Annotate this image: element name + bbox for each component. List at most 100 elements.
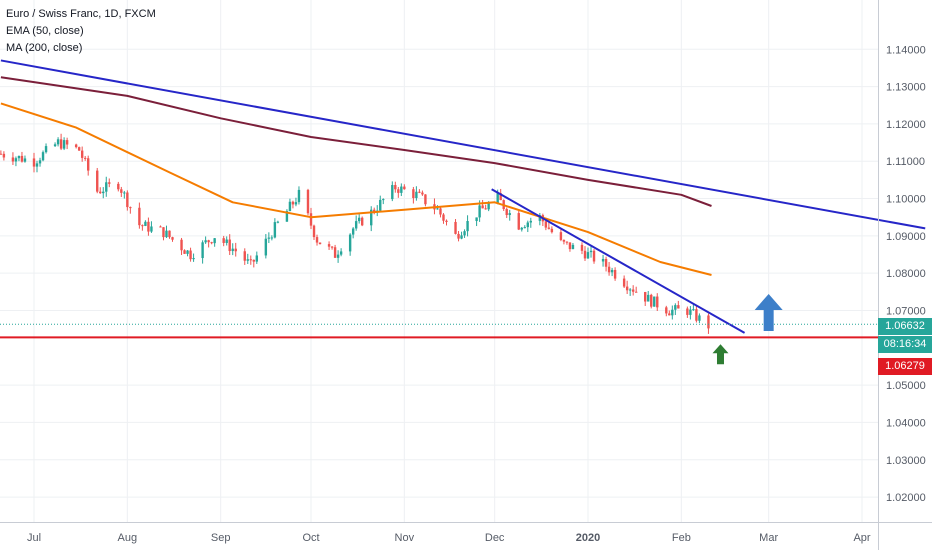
candle[interactable] (117, 181, 120, 192)
candle[interactable] (442, 213, 445, 224)
candle[interactable] (14, 156, 18, 167)
candle[interactable] (59, 133, 63, 151)
candle[interactable] (126, 190, 129, 211)
candle[interactable] (255, 251, 259, 264)
candle[interactable] (264, 234, 268, 259)
candle[interactable] (267, 232, 271, 244)
candle[interactable] (351, 227, 355, 239)
candle[interactable] (475, 217, 478, 227)
candle[interactable] (162, 227, 165, 241)
candle[interactable] (439, 207, 442, 218)
candle[interactable] (225, 236, 228, 246)
arrow-up-icon[interactable] (712, 344, 729, 365)
candle[interactable] (297, 186, 301, 205)
candle[interactable] (276, 220, 280, 224)
candle[interactable] (183, 249, 186, 254)
candle[interactable] (77, 146, 81, 151)
candle[interactable] (192, 253, 195, 262)
candle[interactable] (415, 186, 418, 201)
candle[interactable] (62, 137, 66, 151)
candle[interactable] (294, 197, 298, 207)
candle[interactable] (20, 151, 24, 163)
candle[interactable] (424, 194, 427, 207)
candle[interactable] (105, 176, 108, 197)
legend-symbol[interactable]: Euro / Swiss Franc, 1D, FXCM (6, 8, 156, 20)
candle[interactable] (391, 181, 394, 202)
candle[interactable] (201, 240, 204, 264)
candle[interactable] (523, 225, 526, 229)
candle[interactable] (589, 246, 593, 258)
legend-ema[interactable]: EMA (50, close) (6, 25, 84, 37)
candle[interactable] (171, 236, 174, 242)
candle[interactable] (628, 288, 632, 296)
candle[interactable] (330, 246, 334, 250)
candle[interactable] (53, 142, 57, 147)
candle[interactable] (397, 186, 400, 198)
candle[interactable] (228, 234, 231, 255)
candle[interactable] (370, 206, 373, 232)
candle[interactable] (222, 235, 225, 247)
candle[interactable] (538, 213, 542, 226)
candle[interactable] (668, 310, 671, 316)
candle[interactable] (686, 306, 689, 318)
candle[interactable] (38, 157, 42, 167)
candle[interactable] (454, 219, 457, 235)
candle[interactable] (631, 285, 635, 296)
legend-ma[interactable]: MA (200, close) (6, 42, 83, 54)
candle[interactable] (508, 209, 511, 221)
candle[interactable] (180, 237, 183, 255)
candle[interactable] (463, 229, 466, 238)
candle[interactable] (339, 248, 343, 257)
candle[interactable] (644, 291, 647, 306)
candle[interactable] (457, 231, 460, 242)
candle[interactable] (120, 186, 123, 197)
candle[interactable] (586, 247, 590, 259)
candle[interactable] (484, 204, 487, 210)
candle[interactable] (291, 200, 295, 209)
candle[interactable] (695, 305, 698, 323)
candle[interactable] (234, 242, 237, 257)
candle[interactable] (613, 267, 617, 281)
candle[interactable] (204, 236, 207, 244)
candle[interactable] (460, 231, 463, 240)
candle[interactable] (246, 253, 249, 264)
candle[interactable] (571, 242, 575, 250)
candle[interactable] (159, 225, 162, 228)
candle[interactable] (32, 152, 36, 173)
candle[interactable] (35, 160, 39, 173)
candle[interactable] (252, 259, 255, 268)
candle[interactable] (327, 241, 331, 250)
candle[interactable] (186, 250, 189, 257)
candle[interactable] (622, 275, 626, 289)
candle[interactable] (123, 190, 126, 199)
candle[interactable] (650, 293, 653, 309)
candle[interactable] (550, 226, 554, 234)
candle[interactable] (689, 306, 692, 320)
candle[interactable] (318, 242, 322, 245)
candle[interactable] (674, 303, 677, 315)
candle[interactable] (656, 293, 659, 311)
candle[interactable] (394, 181, 397, 193)
candle[interactable] (529, 217, 532, 228)
candle[interactable] (312, 224, 316, 240)
long-trendline[interactable] (0, 59, 926, 230)
candle[interactable] (698, 313, 701, 324)
candle[interactable] (213, 238, 216, 247)
candle[interactable] (647, 290, 650, 302)
candle[interactable] (403, 184, 406, 190)
candle[interactable] (147, 217, 150, 236)
candle[interactable] (83, 155, 87, 161)
arrow-up-icon[interactable] (754, 293, 783, 331)
candle[interactable] (517, 210, 520, 231)
candle[interactable] (625, 280, 629, 295)
candle[interactable] (562, 239, 566, 245)
candle[interactable] (231, 243, 234, 256)
candle[interactable] (610, 267, 614, 277)
candle[interactable] (23, 155, 27, 163)
candle[interactable] (379, 195, 382, 213)
candle[interactable] (96, 167, 99, 194)
candle[interactable] (559, 228, 563, 242)
candle[interactable] (285, 209, 289, 222)
candle[interactable] (601, 254, 605, 267)
